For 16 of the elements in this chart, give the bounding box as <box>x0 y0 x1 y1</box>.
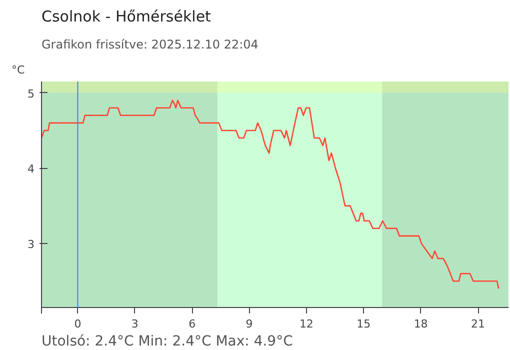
x-tick-label: 18 <box>414 318 428 330</box>
chart-subtitle: Grafikon frissítve: 2025.12.10 22:04 <box>42 38 258 52</box>
line-series <box>42 100 500 290</box>
x-tick-label: 21 <box>471 318 486 330</box>
x-tick-label: 0 <box>74 318 82 330</box>
x-tick-label: 15 <box>356 318 371 330</box>
chart-title: Csolnok - Hőmérséklet <box>42 8 212 26</box>
y-tick-label: 3 <box>28 238 34 251</box>
x-tick-label: 6 <box>188 318 196 330</box>
x-tick-label: 3 <box>131 318 138 330</box>
text: Utolsó: 2.4°C Min: 2.4°C Max: 4.9°C <box>42 334 294 350</box>
x-tick-label: 9 <box>246 318 253 330</box>
y-tick-label: 4 <box>28 162 34 176</box>
y-tick-label: 5 <box>28 87 34 100</box>
y-axis-title: °C <box>12 64 25 76</box>
x-tick-label: 12 <box>299 318 314 330</box>
